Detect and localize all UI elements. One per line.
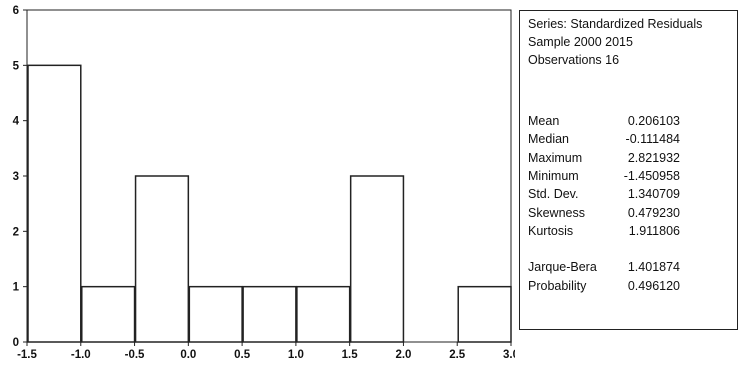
x-tick-label: 2.0 bbox=[395, 349, 411, 361]
histogram-bar-3 bbox=[188, 285, 243, 343]
x-tick-label: 3.0 bbox=[503, 349, 515, 361]
histogram-bar-4 bbox=[242, 285, 297, 343]
x-tick-label: 1.0 bbox=[288, 349, 304, 361]
stat-row: Mean 0.206103 bbox=[528, 112, 680, 130]
x-tick-label: 2.5 bbox=[449, 349, 466, 361]
stat-label: Kurtosis bbox=[528, 223, 574, 238]
stat-value: -0.111484 bbox=[625, 132, 680, 147]
stat-label: Probability bbox=[528, 278, 587, 293]
x-tick-label: 0.0 bbox=[180, 349, 196, 361]
stat-label: Maximum bbox=[528, 150, 583, 165]
histogram-bar-8 bbox=[457, 285, 512, 343]
stat-value: 0.496120 bbox=[627, 278, 680, 293]
stat-value: 0.479230 bbox=[627, 205, 680, 220]
y-tick-label: 2 bbox=[13, 226, 19, 238]
stat-row: Minimum -1.450958 bbox=[528, 167, 680, 185]
stat-row: Jarque-Bera 1.401874 bbox=[528, 258, 680, 276]
stat-row: Probability 0.496120 bbox=[528, 276, 680, 294]
y-tick-label: 1 bbox=[13, 282, 20, 294]
y-tick-label: 0 bbox=[13, 337, 19, 349]
stat-value: 0.206103 bbox=[627, 114, 680, 129]
histogram-bar-5 bbox=[296, 285, 351, 343]
x-tick-label: -1.5 bbox=[17, 349, 37, 361]
stat-row: Median -0.111484 bbox=[528, 130, 680, 148]
histogram-bar-2 bbox=[134, 175, 190, 343]
observations-label: Observations 16 bbox=[528, 53, 620, 67]
y-tick-label: 5 bbox=[13, 60, 20, 72]
x-tick-label: -0.5 bbox=[125, 349, 145, 361]
x-tick-label: 0.5 bbox=[234, 349, 251, 361]
histogram-bar-6 bbox=[349, 175, 405, 343]
stat-spacer bbox=[528, 240, 680, 258]
stat-value: 1.340709 bbox=[627, 187, 680, 202]
histogram-bar-0 bbox=[27, 64, 82, 343]
stat-value: 2.821932 bbox=[627, 150, 680, 165]
stat-value: 1.401874 bbox=[627, 260, 680, 275]
stats-table: Mean 0.206103 Median -0.111484 Maximum 2.8219… bbox=[528, 112, 680, 295]
stat-row: Kurtosis 1.911806 bbox=[528, 222, 680, 240]
x-tick-label: -1.0 bbox=[71, 349, 91, 361]
stat-label: Std. Dev. bbox=[528, 187, 579, 202]
stat-value: -1.450958 bbox=[623, 169, 680, 184]
stat-label: Mean bbox=[528, 114, 560, 129]
series-label: Series: Standardized Residuals bbox=[528, 17, 703, 31]
y-tick-label: 4 bbox=[13, 116, 20, 128]
sample-label: Sample 2000 2015 bbox=[528, 35, 633, 49]
stat-row: Skewness 0.479230 bbox=[528, 203, 680, 221]
histogram-chart: 0 1 2 3 4 5 6 -1.5 -1.0 -0.5 0.0 0.5 1.0 1.5 2.0 2.5 3.0 bbox=[13, 5, 515, 361]
descriptive-statistics-panel: Series: Standardized Residuals Sample 20… bbox=[519, 10, 738, 330]
x-tick-label: 1.5 bbox=[342, 349, 359, 361]
histogram-bar-1 bbox=[81, 285, 136, 343]
stat-row: Maximum 2.821932 bbox=[528, 149, 680, 167]
stat-row: Std. Dev. 1.340709 bbox=[528, 185, 680, 203]
stat-label: Median bbox=[528, 132, 569, 147]
stat-value: 1.911806 bbox=[628, 223, 680, 238]
stat-label: Jarque-Bera bbox=[528, 260, 597, 275]
y-tick-label: 6 bbox=[13, 5, 19, 17]
y-tick-label: 3 bbox=[13, 171, 19, 183]
stat-label: Skewness bbox=[528, 205, 585, 220]
stat-label: Minimum bbox=[528, 169, 579, 184]
stats-header: Series: Standardized Residuals Sample 20… bbox=[528, 15, 702, 69]
